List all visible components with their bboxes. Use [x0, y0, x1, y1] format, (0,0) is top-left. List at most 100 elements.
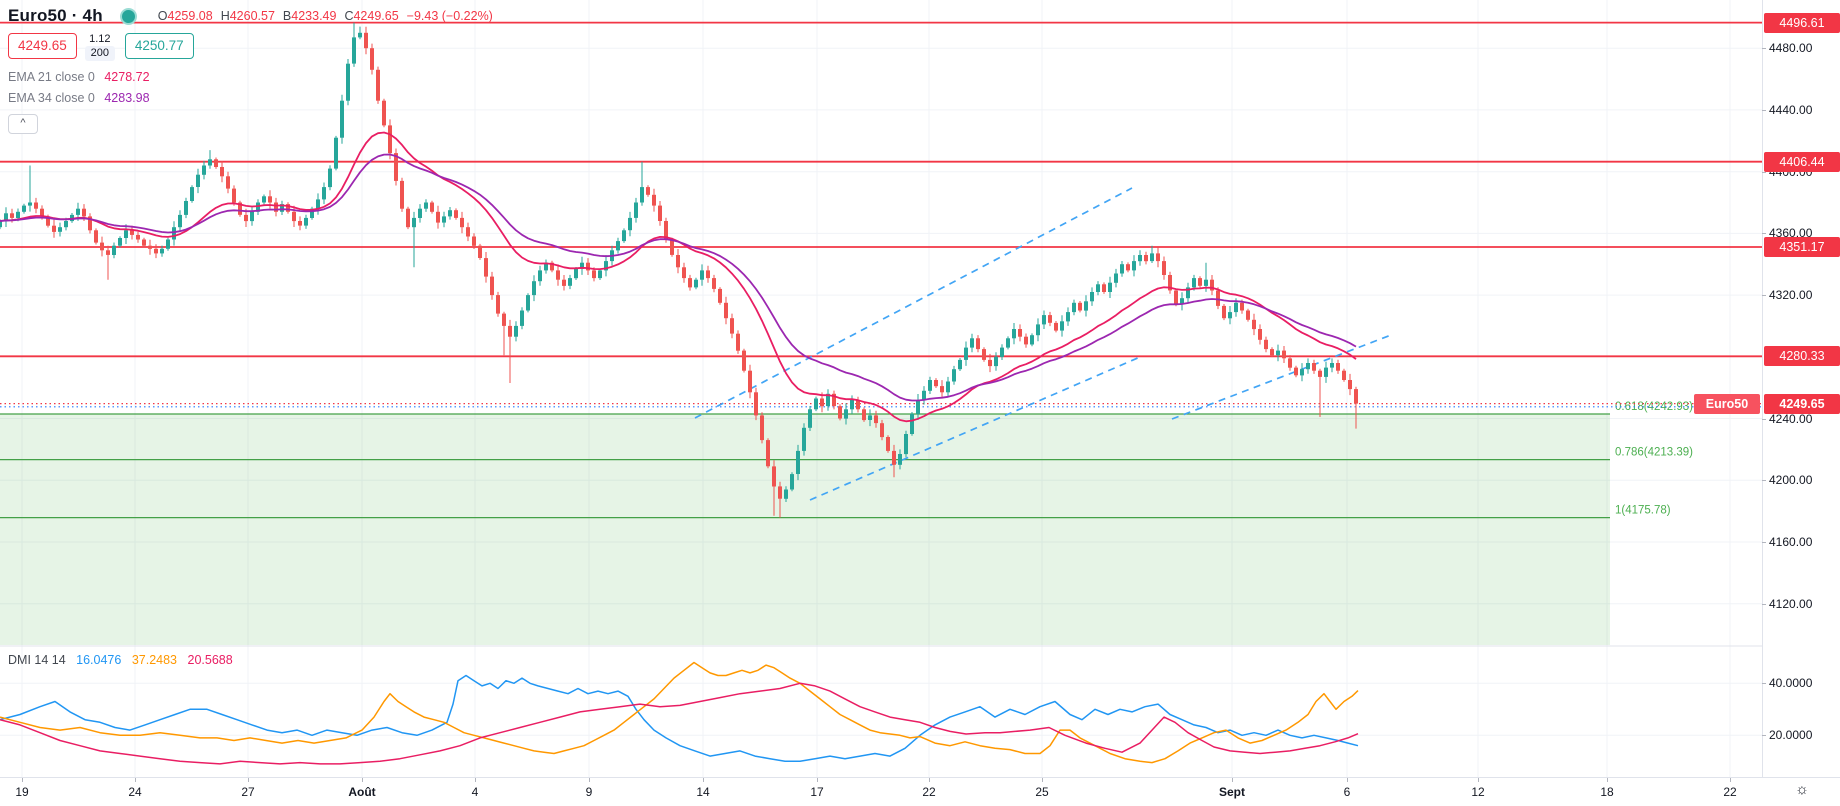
- high-value: 4260.57: [229, 9, 275, 23]
- candle-body: [130, 230, 134, 235]
- price-axis-tick: [1762, 480, 1766, 481]
- price-axis-label: 4200.00: [1769, 473, 1813, 487]
- current-symbol-badge: Euro50: [1694, 394, 1760, 414]
- buy-button[interactable]: 4250.77: [124, 33, 194, 59]
- time-axis-tick: [1478, 778, 1479, 782]
- candle-body: [1084, 301, 1088, 311]
- candle-body: [286, 204, 290, 212]
- dmi-di-plus-line[interactable]: [0, 674, 1359, 763]
- candle-body: [1312, 363, 1316, 371]
- trendline-dashed[interactable]: [694, 187, 1133, 419]
- candle-body: [1102, 284, 1106, 292]
- ema34-line[interactable]: [0, 153, 1357, 402]
- candle-body: [208, 159, 212, 166]
- candle-body: [1300, 369, 1304, 376]
- candle-body: [670, 239, 674, 255]
- ema21-label: EMA 21 close 0: [8, 70, 95, 84]
- candle-body: [484, 258, 488, 277]
- candle-body: [820, 398, 824, 407]
- candle-body: [1354, 389, 1358, 404]
- time-axis-tick: [475, 778, 476, 782]
- trendline-dashed[interactable]: [1171, 334, 1392, 420]
- chart-legend: Euro50 · 4h O 4259.08 H 4260.57 B 4233.49 C…: [8, 4, 493, 134]
- candle-body: [178, 214, 182, 228]
- candle-body: [1318, 370, 1322, 377]
- chart-canvas[interactable]: 0.618(4242.93) 0.786(4213.39) 1(4175.78): [0, 0, 1762, 777]
- ema34-legend-row[interactable]: EMA 34 close 0 4283.98: [8, 91, 493, 105]
- candle-body: [1078, 302, 1082, 311]
- candle-body: [544, 262, 548, 271]
- candle-body: [256, 202, 260, 212]
- symbol-title-row[interactable]: Euro50 · 4h O 4259.08 H 4260.57 B 4233.49 C…: [8, 4, 493, 28]
- dmi-di-minus-value: 20.5688: [187, 653, 233, 667]
- candle-body: [274, 202, 278, 212]
- ema21-legend-row[interactable]: EMA 21 close 0 4278.72: [8, 70, 493, 84]
- candle-body: [982, 349, 986, 360]
- theme-sun-icon[interactable]: ☼: [1795, 781, 1809, 798]
- candle-body: [1342, 370, 1346, 380]
- candle-body: [28, 202, 32, 206]
- candle-body: [394, 153, 398, 181]
- time-axis-tick: [248, 778, 249, 782]
- candle-body: [406, 208, 410, 228]
- candle-body: [1024, 336, 1028, 345]
- candle-body: [0, 221, 2, 228]
- candle-body: [1204, 279, 1208, 286]
- candle-body: [430, 202, 434, 212]
- candle-body: [1222, 305, 1226, 319]
- candle-body: [310, 208, 314, 218]
- candle-body: [88, 216, 92, 231]
- candle-body: [94, 230, 98, 243]
- candle-body: [496, 295, 500, 314]
- candle-body: [1162, 261, 1166, 275]
- candle-body: [988, 359, 992, 367]
- candle-body: [898, 454, 902, 465]
- candlestick-series[interactable]: [0, 22, 1358, 518]
- price-axis[interactable]: 4480.00 4440.00 4400.00 4360.00 4320.00 4240.…: [1762, 0, 1840, 777]
- candle-body: [724, 302, 728, 319]
- dmi-di-minus-line[interactable]: [0, 682, 1359, 765]
- trendline-dashed[interactable]: [809, 356, 1141, 501]
- candle-body: [478, 245, 482, 258]
- candle-body: [1090, 292, 1094, 302]
- candle-body: [910, 413, 914, 434]
- dmi-legend-row[interactable]: DMI 14 14 16.0476 37.2483 20.5688: [8, 653, 240, 667]
- candle-body: [1216, 290, 1220, 306]
- time-axis-label: 25: [1035, 785, 1049, 799]
- candle-body: [874, 415, 878, 424]
- candle-body: [730, 318, 734, 334]
- candle-body: [1156, 253, 1160, 262]
- sell-button[interactable]: 4249.65: [8, 33, 77, 59]
- candle-body: [1228, 312, 1232, 319]
- candle-body: [244, 214, 248, 222]
- candle-body: [76, 208, 80, 215]
- candle-body: [316, 199, 320, 209]
- candle-body: [40, 208, 44, 217]
- candle-body: [262, 196, 266, 203]
- candle-body: [946, 381, 950, 393]
- dmi-adx-line[interactable]: [0, 661, 1359, 764]
- candle-body: [772, 466, 776, 487]
- ema21-line[interactable]: [0, 131, 1357, 423]
- candle-body: [550, 262, 554, 271]
- candle-body: [970, 338, 974, 348]
- candle-body: [340, 100, 344, 138]
- candle-body: [280, 204, 284, 212]
- price-level-badge: 4280.33: [1764, 346, 1840, 366]
- time-axis-label: 22: [922, 785, 936, 799]
- candle-body: [436, 211, 440, 223]
- candle-body: [34, 202, 38, 209]
- fib-zone[interactable]: [0, 414, 1610, 645]
- ema34-label: EMA 34 close 0: [8, 91, 95, 105]
- ohlc-values: O 4259.08 H 4260.57 B 4233.49 C 4249.65 −9.4…: [150, 9, 493, 23]
- candle-body: [1108, 282, 1112, 292]
- candle-body: [892, 450, 896, 465]
- time-axis[interactable]: 19 24 27 Août 4 9 14 17 22 25 Sept 6 12 18 22: [0, 777, 1840, 806]
- collapse-legend-button[interactable]: ^: [8, 114, 38, 134]
- candle-body: [118, 238, 122, 246]
- candle-body: [514, 325, 518, 337]
- time-axis-label: 22: [1723, 785, 1737, 799]
- candle-body: [1282, 350, 1286, 359]
- symbol-title[interactable]: Euro50 · 4h: [8, 6, 103, 25]
- candle-body: [52, 225, 56, 232]
